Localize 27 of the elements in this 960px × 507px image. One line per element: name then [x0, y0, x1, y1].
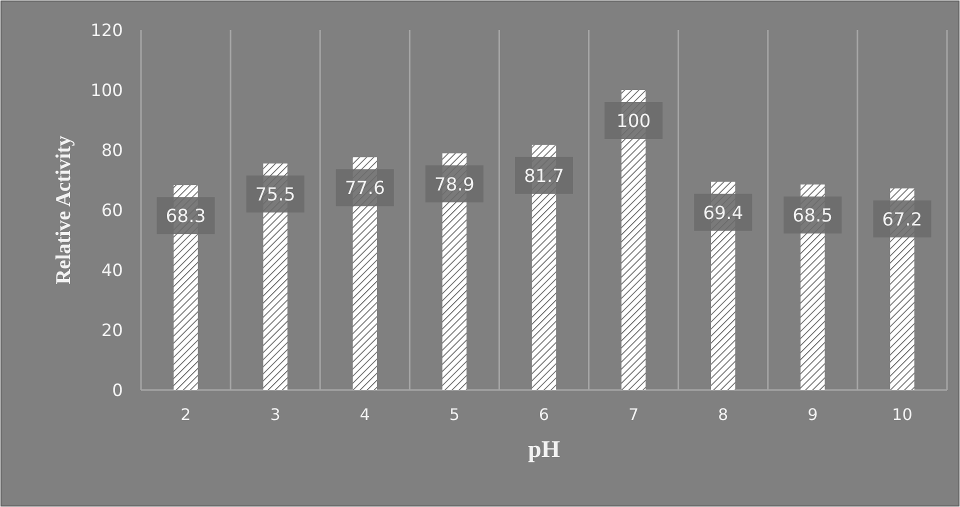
- data-label: 78.9: [434, 174, 474, 196]
- y-tick-label: 40: [101, 261, 123, 281]
- x-tick-label: 10: [892, 405, 912, 424]
- data-label: 69.4: [703, 202, 744, 224]
- y-tick-label: 80: [101, 141, 123, 161]
- y-tick-label: 20: [101, 321, 123, 341]
- x-tick-label: 7: [628, 405, 639, 424]
- x-tick-label: 6: [538, 405, 550, 424]
- y-tick-label: 120: [90, 21, 123, 41]
- y-axis-title: Relative Activity: [51, 135, 75, 284]
- data-label: 75.5: [255, 184, 296, 206]
- x-tick-label: 2: [180, 405, 191, 424]
- x-tick-label: 9: [808, 405, 818, 424]
- x-tick-label: 8: [718, 405, 728, 424]
- x-tick-label: 4: [360, 405, 370, 424]
- data-label: 67.2: [882, 209, 922, 230]
- x-tick-label: 3: [270, 405, 280, 424]
- data-label: 68.5: [792, 206, 833, 226]
- x-tick-label: 5: [449, 405, 460, 424]
- data-label: 100: [616, 111, 651, 132]
- y-tick-label: 60: [101, 201, 123, 221]
- y-tick-label: 0: [112, 381, 123, 401]
- y-tick-label: 100: [90, 81, 123, 101]
- x-axis-title: pH: [528, 437, 560, 463]
- data-label: 68.3: [166, 206, 206, 228]
- data-label: 81.7: [524, 166, 564, 187]
- data-label: 77.6: [344, 178, 385, 200]
